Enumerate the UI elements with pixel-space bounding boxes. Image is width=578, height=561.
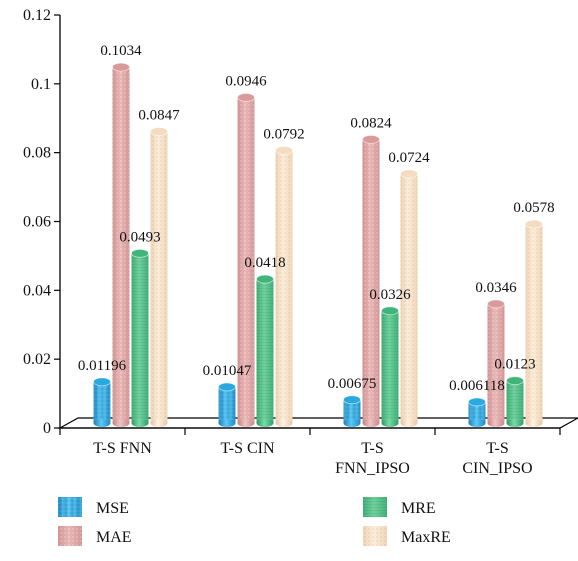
legend: MSE MAE MRE MaxRE [58,497,451,546]
x-category-label: CIN_IPSO [462,460,532,477]
bar-mse-0 [93,377,111,427]
bar-mse-1 [218,382,236,427]
legend-item-maxre: MaxRE [363,526,451,546]
data-label-mse: 0.00675 [328,376,377,392]
y-tick-label: 0.02 [23,351,51,368]
x-category-label: T-S FNN [93,440,152,457]
bar-mre-2 [381,306,399,427]
bar-mse-2 [343,395,361,427]
data-label-mre: 0.0123 [494,357,535,373]
bar-mre-3 [506,376,524,427]
bars [93,62,543,427]
y-tick-label: 0.06 [23,214,51,231]
bar-mse-3 [468,397,486,427]
data-label-mae: 0.0824 [350,115,392,131]
bar-mae-3 [487,299,505,427]
legend-item-mse: MSE [58,497,129,517]
legend-item-mae: MAE [58,526,132,546]
legend-label: MRE [401,500,436,517]
data-label-mre: 0.0326 [369,287,411,303]
data-label-mse: 0.01047 [203,363,252,379]
x-category-label: T-S CIN [220,440,275,457]
y-tick-label: 0.1 [31,76,51,93]
data-label-mae: 0.0346 [475,280,517,296]
legend-label: MaxRE [401,529,451,546]
data-label-mae: 0.0946 [225,73,267,89]
bar-maxre-3 [525,219,543,427]
data-label-maxre: 0.0578 [513,200,554,216]
data-label-mse: 0.01196 [78,358,127,374]
x-category-label: T-S [486,440,509,457]
data-label-maxre: 0.0792 [263,126,304,142]
y-tick-label: 0 [43,420,51,437]
data-label-mae: 0.1034 [100,43,142,59]
bar-mae-0 [112,62,130,427]
legend-item-mre: MRE [363,497,436,517]
bar-mae-2 [362,135,380,427]
bar-mre-0 [131,248,149,427]
data-label-mre: 0.0418 [244,255,285,271]
legend-label: MSE [96,500,129,517]
y-tick-label: 0.04 [23,282,51,299]
data-label-maxre: 0.0724 [388,150,430,166]
bar-mre-1 [256,274,274,427]
y-tick-label: 0.12 [23,7,51,24]
bar-maxre-0 [150,127,168,427]
data-label-mre: 0.0493 [119,229,160,245]
data-label-mse: 0.006118 [449,378,505,394]
x-category-label: FNN_IPSO [335,460,410,477]
legend-label: MAE [96,529,132,546]
axes: 0 0.02 0.04 0.06 0.08 0.1 0.12 T-S FNN T-S CIN T-… [23,7,578,477]
data-labels: 0.01196 0.01047 0.00675 0.006118 0.1034 0.094… [78,43,555,394]
x-category-label: T-S [361,440,384,457]
bar-mae-1 [237,93,255,427]
y-tick-label: 0.08 [23,145,51,162]
data-label-maxre: 0.0847 [138,107,180,123]
bar-maxre-1 [275,146,293,427]
bar-maxre-2 [400,169,418,427]
